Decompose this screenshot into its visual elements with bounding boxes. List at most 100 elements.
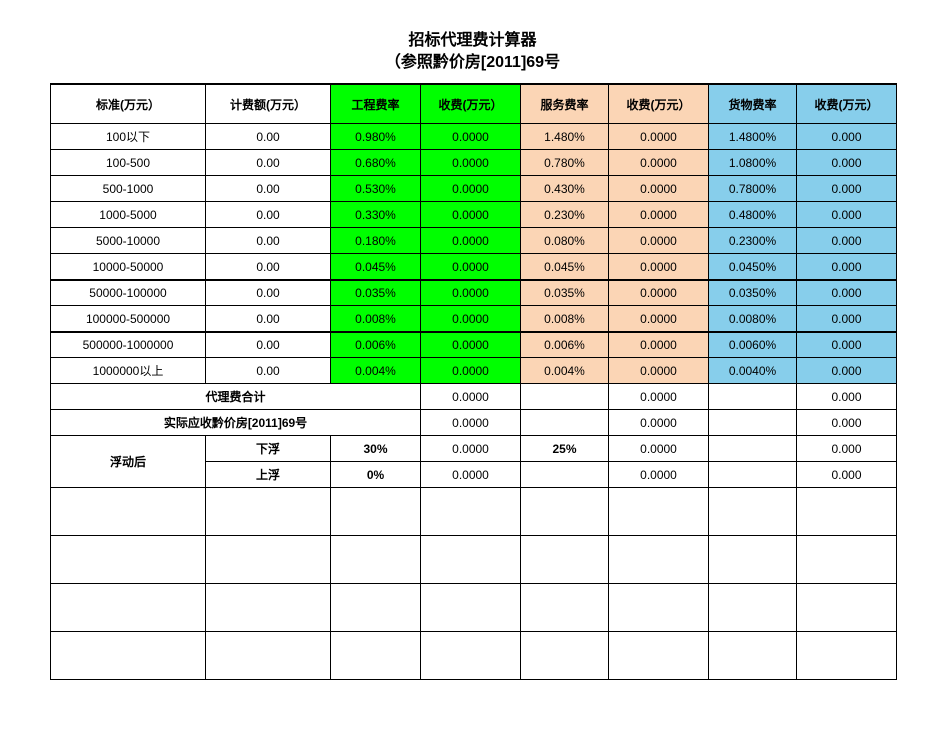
cell-r3: 1.4800% — [709, 124, 797, 150]
cell-amt: 0.00 — [206, 332, 331, 358]
cell-std: 100000-500000 — [51, 306, 206, 332]
cell-f1: 0.0000 — [421, 228, 521, 254]
table-row: 5000-10000 0.00 0.180% 0.0000 0.080% 0.0… — [51, 228, 897, 254]
cell-f3: 0.000 — [797, 280, 897, 306]
cell-amt: 0.00 — [206, 176, 331, 202]
cell-f1: 0.0000 — [421, 124, 521, 150]
cell-r3: 0.0040% — [709, 358, 797, 384]
hdr-goods-fee: 收费(万元） — [797, 84, 897, 124]
empty — [709, 436, 797, 462]
cell-r2: 0.045% — [521, 254, 609, 280]
float-up-p2 — [521, 462, 609, 488]
table-row: 1000000以上 0.00 0.004% 0.0000 0.004% 0.00… — [51, 358, 897, 384]
empty — [709, 462, 797, 488]
empty — [709, 632, 797, 680]
float-down-row: 浮动后 下浮 30% 0.0000 25% 0.0000 0.000 — [51, 436, 897, 462]
empty — [797, 632, 897, 680]
hdr-amt: 计费额(万元） — [206, 84, 331, 124]
subtotal-row: 代理费合计 0.0000 0.0000 0.000 — [51, 384, 897, 410]
cell-f3: 0.000 — [797, 150, 897, 176]
title-line2: （参照黔价房[2011]69号 — [50, 52, 895, 74]
cell-r2: 0.006% — [521, 332, 609, 358]
empty — [51, 632, 206, 680]
empty — [51, 584, 206, 632]
cell-r1: 0.330% — [331, 202, 421, 228]
cell-r1: 0.006% — [331, 332, 421, 358]
cell-r2: 0.008% — [521, 306, 609, 332]
empty — [609, 536, 709, 584]
empty — [331, 584, 421, 632]
subtotal-f3: 0.000 — [797, 384, 897, 410]
cell-amt: 0.00 — [206, 280, 331, 306]
cell-f2: 0.0000 — [609, 202, 709, 228]
cell-f3: 0.000 — [797, 124, 897, 150]
cell-f1: 0.0000 — [421, 150, 521, 176]
cell-r1: 0.004% — [331, 358, 421, 384]
cell-std: 100以下 — [51, 124, 206, 150]
table-row: 100以下 0.00 0.980% 0.0000 1.480% 0.0000 1… — [51, 124, 897, 150]
float-down-f2: 0.0000 — [609, 436, 709, 462]
table-row: 10000-50000 0.00 0.045% 0.0000 0.045% 0.… — [51, 254, 897, 280]
cell-r1: 0.680% — [331, 150, 421, 176]
cell-std: 5000-10000 — [51, 228, 206, 254]
empty — [51, 536, 206, 584]
hdr-goods-rate: 货物费率 — [709, 84, 797, 124]
cell-r2: 0.780% — [521, 150, 609, 176]
cell-f2: 0.0000 — [609, 358, 709, 384]
empty — [709, 584, 797, 632]
empty — [521, 632, 609, 680]
cell-r3: 1.0800% — [709, 150, 797, 176]
empty — [521, 410, 609, 436]
cell-r2: 0.230% — [521, 202, 609, 228]
hdr-svc-fee: 收费(万元） — [609, 84, 709, 124]
fee-table: 标准(万元） 计费额(万元） 工程费率 收费(万元） 服务费率 收费(万元） 货… — [50, 83, 897, 681]
header-row: 标准(万元） 计费额(万元） 工程费率 收费(万元） 服务费率 收费(万元） 货… — [51, 84, 897, 124]
empty — [206, 584, 331, 632]
cell-r3: 0.4800% — [709, 202, 797, 228]
cell-r3: 0.0060% — [709, 332, 797, 358]
empty — [797, 536, 897, 584]
cell-r1: 0.035% — [331, 280, 421, 306]
cell-amt: 0.00 — [206, 358, 331, 384]
empty — [521, 584, 609, 632]
title-block: 招标代理费计算器 （参照黔价房[2011]69号 — [50, 30, 895, 75]
cell-r1: 0.980% — [331, 124, 421, 150]
cell-r1: 0.180% — [331, 228, 421, 254]
hdr-eng-fee: 收费(万元） — [421, 84, 521, 124]
float-up-f1: 0.0000 — [421, 462, 521, 488]
cell-r2: 0.035% — [521, 280, 609, 306]
cell-r2: 0.004% — [521, 358, 609, 384]
cell-r2: 1.480% — [521, 124, 609, 150]
float-up-p1: 0% — [331, 462, 421, 488]
cell-r3: 0.0080% — [709, 306, 797, 332]
cell-std: 100-500 — [51, 150, 206, 176]
cell-f1: 0.0000 — [421, 332, 521, 358]
cell-r1: 0.530% — [331, 176, 421, 202]
cell-f2: 0.0000 — [609, 306, 709, 332]
cell-f1: 0.0000 — [421, 202, 521, 228]
table-row: 100-500 0.00 0.680% 0.0000 0.780% 0.0000… — [51, 150, 897, 176]
empty-row — [51, 632, 897, 680]
cell-f3: 0.000 — [797, 358, 897, 384]
empty-row — [51, 536, 897, 584]
actual-f3: 0.000 — [797, 410, 897, 436]
empty — [206, 536, 331, 584]
subtotal-label: 代理费合计 — [51, 384, 421, 410]
table-row: 100000-500000 0.00 0.008% 0.0000 0.008% … — [51, 306, 897, 332]
empty — [521, 488, 609, 536]
float-label: 浮动后 — [51, 436, 206, 488]
empty — [206, 632, 331, 680]
empty — [521, 536, 609, 584]
cell-std: 10000-50000 — [51, 254, 206, 280]
actual-row: 实际应收黔价房[2011]69号 0.0000 0.0000 0.000 — [51, 410, 897, 436]
float-up-f2: 0.0000 — [609, 462, 709, 488]
cell-amt: 0.00 — [206, 202, 331, 228]
actual-f2: 0.0000 — [609, 410, 709, 436]
float-down-f1: 0.0000 — [421, 436, 521, 462]
subtotal-f2: 0.0000 — [609, 384, 709, 410]
cell-std: 1000000以上 — [51, 358, 206, 384]
cell-f1: 0.0000 — [421, 176, 521, 202]
cell-f2: 0.0000 — [609, 254, 709, 280]
cell-r2: 0.430% — [521, 176, 609, 202]
cell-amt: 0.00 — [206, 150, 331, 176]
